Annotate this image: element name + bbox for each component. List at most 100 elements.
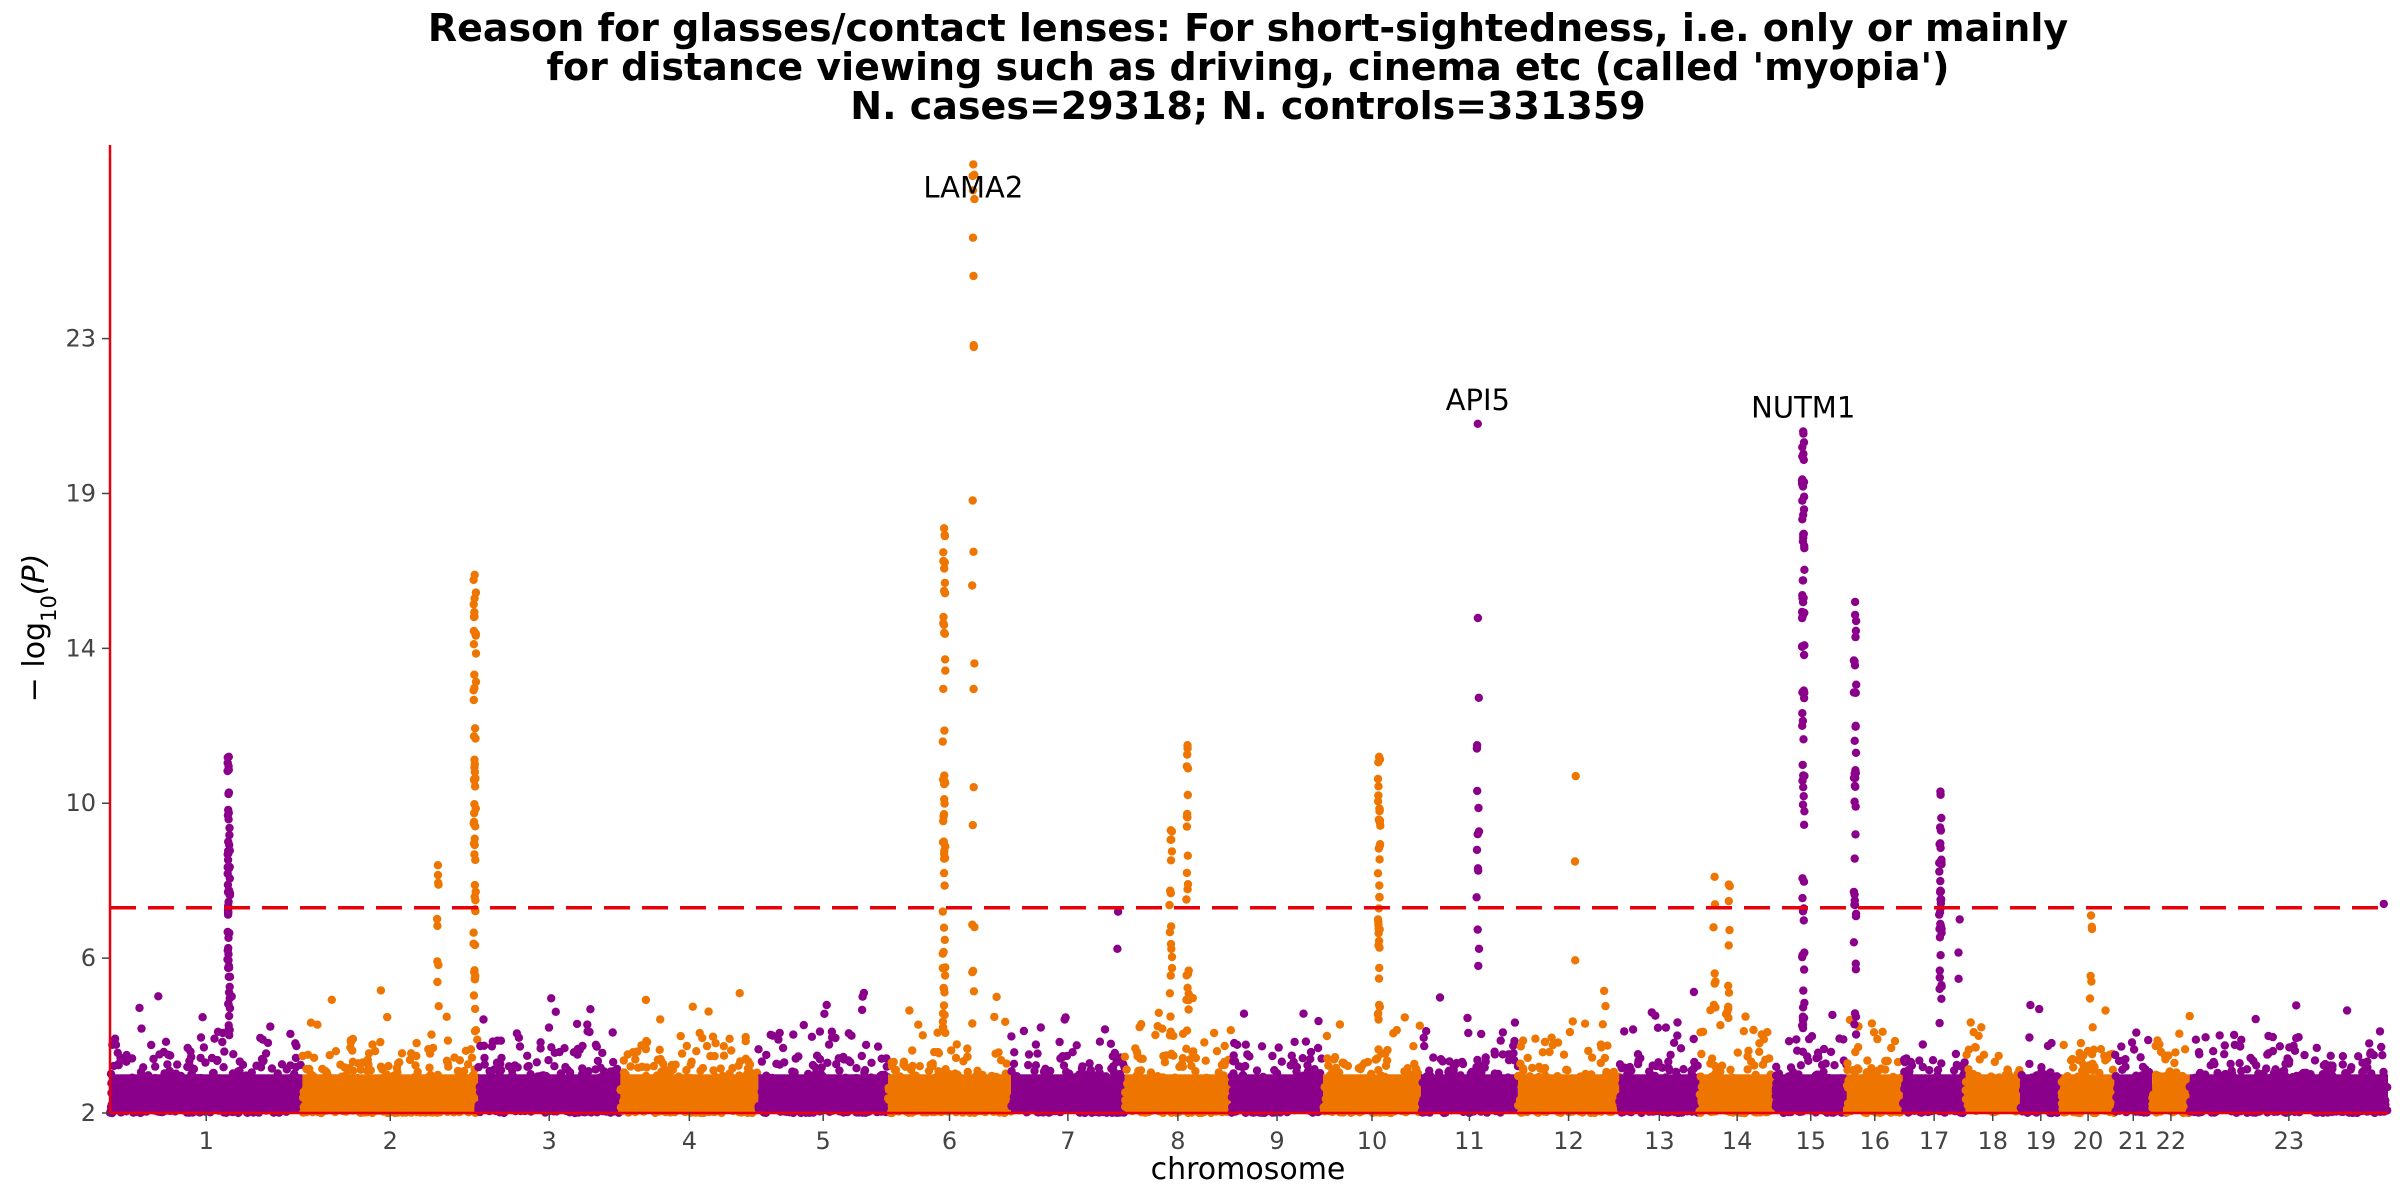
snp-point (815, 1027, 825, 1036)
snp-point (1893, 1091, 1902, 1101)
snp-point (900, 1074, 909, 1083)
snp-point (1062, 1067, 1071, 1077)
snp-point (1082, 1104, 1091, 1113)
snp-point (1497, 1078, 1506, 1087)
snp-point (858, 1076, 867, 1086)
snp-point (1341, 1074, 1351, 1083)
snp-point (593, 1056, 603, 1066)
chromosome-14-points (1695, 1006, 1779, 1118)
snp-point (1410, 1059, 1419, 1069)
snp-point (709, 1101, 718, 1110)
snp-point (508, 1071, 518, 1081)
snp-point (275, 1103, 284, 1112)
snp-point (834, 1078, 843, 1088)
snp-point (1658, 1089, 1668, 1099)
snp-point (1306, 1047, 1316, 1057)
snp-point (1775, 1086, 1784, 1095)
snp-point (676, 1031, 685, 1041)
snp-point (1160, 1058, 1170, 1067)
snp-point (852, 1064, 861, 1073)
chromosome-9-points (1227, 1009, 1327, 1118)
snp-point (1850, 1072, 1860, 1081)
snp-point (1298, 1100, 1307, 1110)
snp-point (1111, 1104, 1121, 1114)
snp-point (662, 1066, 672, 1075)
snp-point (823, 1058, 832, 1068)
snp-point (356, 1065, 365, 1074)
snp-point (1714, 1087, 1724, 1096)
snp-point (982, 1085, 991, 1094)
snp-point (791, 1087, 801, 1096)
snp-point (899, 1057, 909, 1066)
snp-point (1419, 1033, 1428, 1043)
snp-point (1986, 1082, 1995, 1092)
snp-point (1076, 1069, 1086, 1079)
snp-point (331, 1047, 341, 1056)
snp-point (1713, 1101, 1722, 1110)
snp-point (1277, 1094, 1286, 1104)
snp-point (928, 1059, 937, 1068)
snp-point (1045, 1073, 1055, 1082)
snp-point (1448, 1104, 1458, 1114)
snp-point (1918, 1062, 1928, 1072)
snp-point (1946, 1080, 1955, 1090)
snp-point (541, 1071, 551, 1081)
snp-point (609, 1057, 618, 1067)
snp-point (1761, 1055, 1770, 1065)
snp-point (402, 1081, 411, 1091)
snp-point (550, 1062, 559, 1071)
snp-point (1059, 1061, 1069, 1070)
snp-point (1188, 1078, 1197, 1087)
snp-point (526, 1070, 535, 1079)
snp-point (1389, 1029, 1398, 1038)
snp-point (460, 1073, 469, 1082)
snp-point (473, 1035, 482, 1044)
snp-point (1796, 1061, 1806, 1070)
snp-point (1064, 1097, 1073, 1107)
snp-point (1994, 1100, 2003, 1109)
snp-point (1753, 1100, 1762, 1109)
snp-point (677, 1080, 686, 1089)
chromosome-18-points (1961, 1018, 2025, 1117)
snp-point (782, 1096, 791, 1105)
snp-point (226, 1093, 235, 1102)
snp-point (151, 1074, 160, 1083)
snp-point (124, 1092, 133, 1101)
snp-point (1096, 1099, 1106, 1109)
snp-point (469, 1078, 478, 1088)
snp-point (775, 1028, 784, 1038)
snp-point (325, 1051, 334, 1060)
snp-point (1820, 1082, 1829, 1091)
snp-point (312, 1086, 321, 1096)
snp-point (1122, 1065, 1131, 1074)
snp-point (1878, 1027, 1887, 1037)
snp-point (950, 1069, 960, 1078)
snp-point (1340, 1060, 1349, 1069)
snp-point (816, 1069, 826, 1079)
snp-point (589, 1094, 598, 1104)
snp-point (547, 994, 556, 1003)
snp-point (933, 1028, 942, 1037)
snp-point (1162, 1100, 1171, 1110)
snp-point (1146, 1078, 1155, 1088)
snp-point (711, 1072, 720, 1081)
snp-point (1964, 1065, 1973, 1074)
snp-point (1428, 1085, 1437, 1094)
snp-point (831, 1033, 840, 1043)
snp-point (585, 1075, 595, 1084)
snp-point (861, 1040, 871, 1050)
snp-point (1813, 1079, 1823, 1089)
snp-point (915, 1062, 924, 1071)
snp-point (1584, 1046, 1593, 1056)
snp-point (147, 1087, 156, 1096)
snp-point (1477, 1029, 1486, 1039)
snp-point (1914, 1087, 1923, 1096)
snp-point (1036, 1023, 1046, 1032)
snp-point (425, 1063, 434, 1072)
snp-point (1490, 1069, 1500, 1078)
snp-point (136, 1067, 146, 1077)
snp-point (1374, 1066, 1383, 1075)
snp-point (1592, 1082, 1601, 1091)
snp-point (366, 1066, 375, 1075)
snp-point (287, 1090, 297, 1100)
